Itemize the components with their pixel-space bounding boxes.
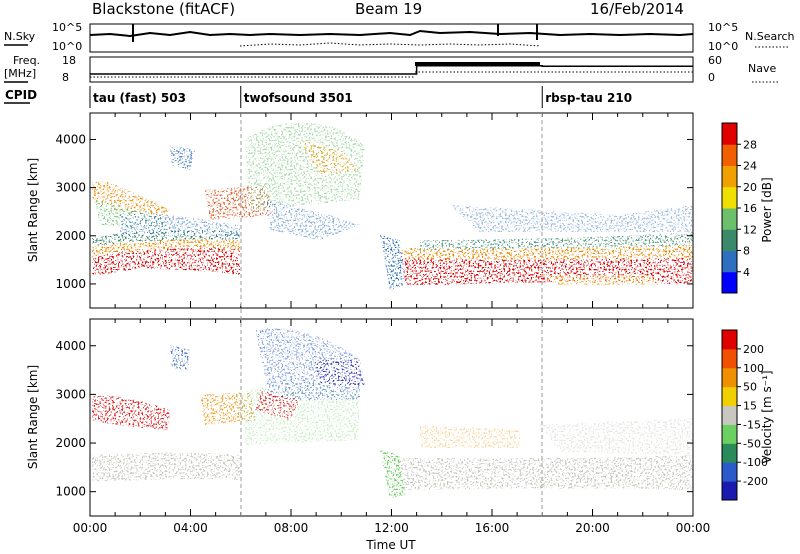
colorbar-swatch	[722, 386, 737, 407]
freq-label: Freq.	[13, 54, 40, 67]
power-colorbar: 4 8 12 16 20 24 28	[721, 122, 757, 294]
colorbar-tick-label: 8	[743, 245, 750, 258]
freq-strip: Freq. [MHz] 18 8 60 0 Nave	[4, 54, 778, 84]
y-tick-label: 4000	[55, 339, 86, 353]
colorbar-tick-label: -50	[743, 437, 761, 450]
y-tick-label: 1000	[55, 277, 86, 291]
cpid-mode-label: tau (fast) 503	[93, 91, 186, 105]
colorbar-tick-label: 24	[743, 160, 757, 173]
colorbar-tick-label: 200	[743, 343, 764, 356]
velocity-colorbar-label: Velocity [m s⁻¹]	[760, 370, 774, 463]
velocity-yticks: 1000 2000 3000 4000	[55, 339, 693, 499]
colorbar-swatch	[722, 481, 737, 501]
y-tick-label: 3000	[55, 387, 86, 401]
power-colorbar-label: Power [dB]	[760, 177, 774, 242]
colorbar-swatch	[722, 208, 737, 230]
colorbar-tick-label: 100	[743, 362, 764, 375]
colorbar-swatch	[722, 330, 737, 350]
colorbar-swatch	[722, 271, 737, 294]
nsearch-label: N.Search	[745, 30, 795, 43]
colorbar-swatch	[722, 443, 737, 463]
nave-label: Nave	[748, 62, 776, 75]
frequency-series	[90, 65, 693, 75]
power-ylabel: Slant Range [km]	[26, 158, 40, 262]
nsky-strip: N.Sky 10^5 10^0 10^5 10^0 N.Search	[4, 21, 795, 53]
colorbar-swatch	[722, 250, 737, 273]
velocity-ylabel: Slant Range [km]	[26, 365, 40, 469]
date-label: 16/Feb/2014	[590, 0, 684, 18]
power-panel: Slant Range [km] 1000 2000 3000 4000 4 8 12 16…	[26, 112, 774, 309]
x-tick-label: 16:00	[475, 521, 510, 535]
colorbar-swatch	[722, 424, 737, 444]
x-axis-label: Time UT	[365, 538, 416, 552]
velocity-xticks: 00:00 04:00 08:00 12:00 16:00 20:00 00:00	[73, 319, 711, 535]
nsky-label: N.Sky	[4, 30, 36, 43]
cpid-label: CPID	[5, 88, 37, 102]
x-tick-label: 00:00	[676, 521, 711, 535]
nave-tick-top: 60	[708, 54, 722, 67]
colorbar-tick-label: 50	[743, 381, 757, 394]
colorbar-swatch	[722, 123, 737, 145]
colorbar-tick-label: 28	[743, 138, 757, 151]
colorbar-tick-label: 12	[743, 223, 757, 236]
cpid-mode-label: twofsound 3501	[244, 91, 353, 105]
nsearch-tick-top: 10^5	[708, 21, 738, 34]
colorbar-tick-label: 15	[743, 400, 757, 413]
x-tick-label: 04:00	[173, 521, 208, 535]
colorbar-swatch	[722, 229, 737, 251]
colorbar-tick-label: 20	[743, 181, 757, 194]
nsky-tick-bottom: 10^0	[52, 40, 82, 53]
colorbar-tick-label: 16	[743, 202, 757, 215]
x-tick-label: 00:00	[73, 521, 108, 535]
nsearch-tick-bottom: 10^0	[708, 40, 738, 53]
cpid-strip: CPID tau (fast) 503 twofsound 3501 rbsp-ta…	[4, 86, 632, 108]
colorbar-tick-label: -100	[743, 456, 768, 469]
cpid-mode-label: rbsp-tau 210	[545, 91, 632, 105]
x-tick-label: 20:00	[575, 521, 610, 535]
colorbar-swatch	[722, 348, 737, 369]
freq-tick-top: 18	[62, 54, 76, 67]
power-yticks: 1000 2000 3000 4000	[55, 132, 693, 291]
colorbar-tick-label: 4	[743, 266, 750, 279]
colorbar-swatch	[722, 462, 737, 482]
nave-tick-bottom: 0	[708, 71, 715, 84]
x-tick-label: 08:00	[274, 521, 309, 535]
power-scatter	[92, 122, 693, 290]
velocity-scatter	[92, 328, 693, 498]
y-tick-label: 4000	[55, 132, 86, 146]
colorbar-frame	[721, 329, 738, 501]
x-tick-label: 12:00	[374, 521, 409, 535]
colorbar-swatch	[722, 165, 737, 188]
y-tick-label: 2000	[55, 229, 86, 243]
y-tick-label: 2000	[55, 436, 86, 450]
colorbar-swatch	[722, 367, 737, 388]
y-tick-label: 1000	[55, 485, 86, 499]
colorbar-swatch	[722, 405, 737, 425]
y-tick-label: 3000	[55, 181, 86, 195]
freq-unit: [MHz]	[4, 67, 36, 80]
colorbar-swatch	[722, 144, 737, 166]
colorbar-tick-label: -15	[743, 418, 761, 431]
colorbar-tick-label: -200	[743, 475, 768, 488]
beam-label: Beam 19	[355, 0, 423, 18]
nsky-tick-top: 10^5	[52, 21, 82, 34]
colorbar-swatch	[722, 186, 737, 209]
freq-tick-bottom: 8	[62, 71, 69, 84]
radar-title: Blackstone (fitACF)	[92, 0, 236, 18]
velocity-colorbar: 200 100 50 15 -15 -50 -100 -200	[721, 329, 768, 501]
